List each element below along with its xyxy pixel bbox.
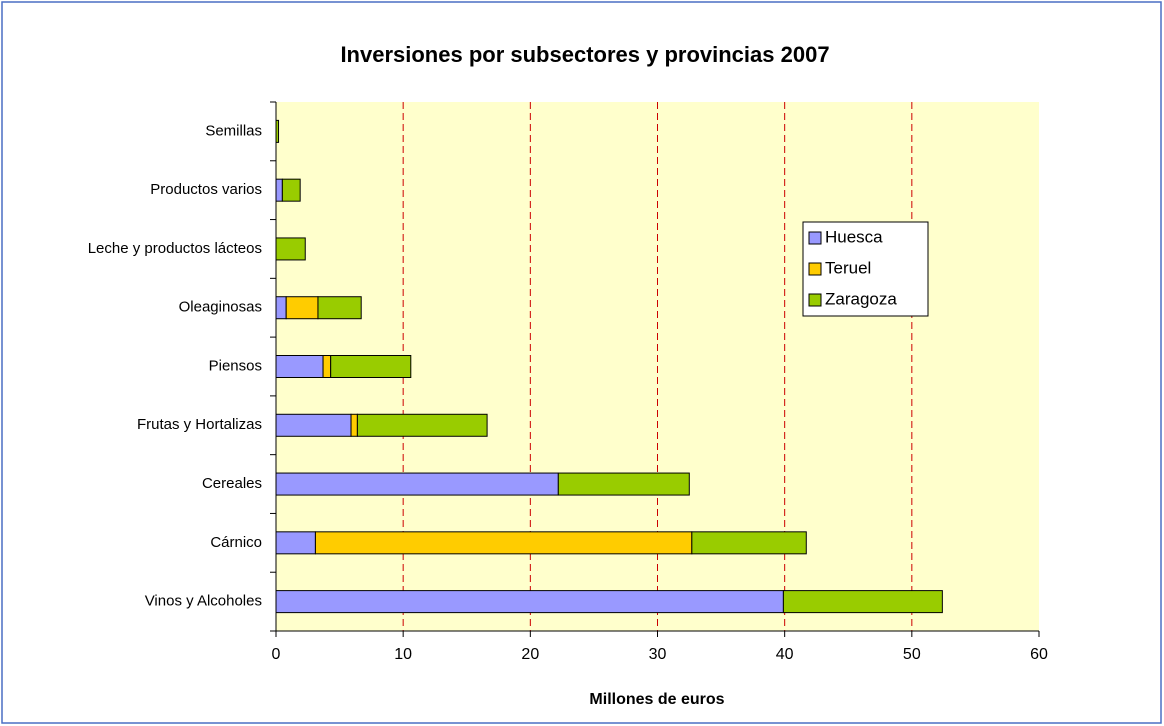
bar <box>275 119 280 143</box>
y-tick-label: Semillas <box>205 122 262 139</box>
bar <box>275 296 287 320</box>
bar <box>275 531 316 555</box>
y-tick-label: Vinos y Alcoholes <box>145 593 262 610</box>
y-tick-label: Cereales <box>202 475 262 492</box>
bar <box>275 355 324 378</box>
y-tick-label: Frutas y Hortalizas <box>137 416 262 433</box>
y-tick-label: Piensos <box>209 357 262 374</box>
x-tick-label: 60 <box>1030 646 1048 663</box>
bar <box>317 296 362 320</box>
x-tick-label: 0 <box>272 646 281 663</box>
bar <box>314 531 693 555</box>
chart-title: Inversiones por subsectores y provincias… <box>340 42 829 67</box>
bar <box>281 178 301 202</box>
bar <box>275 472 559 496</box>
legend-swatch <box>808 262 822 276</box>
bar <box>350 413 358 437</box>
x-tick-label: 10 <box>394 646 412 663</box>
legend-swatch <box>808 231 822 245</box>
legend-box <box>802 221 929 317</box>
x-tick-label: 40 <box>776 646 794 663</box>
bar <box>356 413 488 437</box>
x-tick-label: 30 <box>649 646 667 663</box>
bar <box>275 178 283 202</box>
bar <box>275 590 784 614</box>
legend-label: Teruel <box>825 258 871 277</box>
bar <box>691 531 807 555</box>
legend-swatch <box>808 293 822 307</box>
y-tick-label: Oleaginosas <box>179 299 262 316</box>
bar <box>275 413 352 437</box>
bar <box>285 296 319 320</box>
y-tick-label: Cárnico <box>210 534 262 551</box>
bar <box>782 590 943 614</box>
y-tick-label: Productos varios <box>150 181 262 198</box>
y-tick-label: Leche y productos lácteos <box>88 240 262 257</box>
bar <box>275 237 306 261</box>
x-axis-label: Millones de euros <box>589 691 724 708</box>
x-tick-label: 50 <box>903 646 921 663</box>
legend-label: Zaragoza <box>825 289 897 308</box>
legend-label: Huesca <box>825 227 883 246</box>
x-tick-label: 20 <box>521 646 539 663</box>
bar <box>322 355 332 378</box>
bar <box>330 355 412 378</box>
bar <box>557 472 690 496</box>
